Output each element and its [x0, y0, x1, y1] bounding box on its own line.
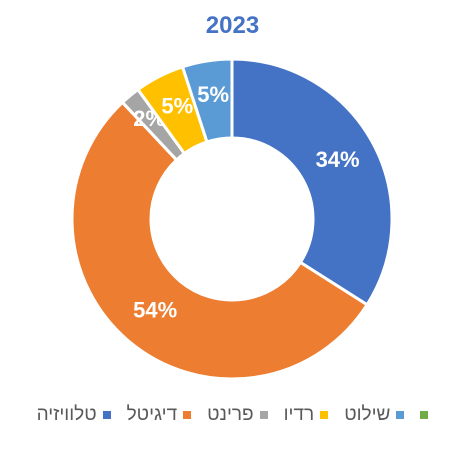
legend-swatch-3	[320, 411, 329, 419]
slice-label-4: 5%	[197, 82, 229, 107]
legend-label-1: דיגיטל	[126, 404, 178, 425]
slice-label-0: 34%	[316, 147, 360, 172]
legend-label-4: שילוט	[344, 404, 391, 425]
legend-item-2: פרינט	[207, 404, 268, 426]
donut-slice-0	[230, 57, 394, 307]
legend-item-4: שילוט	[344, 404, 405, 426]
legend-label-0: טלוויזיה	[36, 404, 97, 425]
legend-item-3: רדיו	[284, 404, 329, 426]
donut-slice-1	[70, 100, 370, 381]
legend-item-5	[420, 411, 429, 419]
legend-label-2: פרינט	[207, 404, 254, 425]
legend-swatch-5	[420, 411, 429, 419]
legend-swatch-1	[183, 411, 192, 419]
legend-label-3: רדיו	[283, 404, 315, 425]
legend-item-1: דיגיטל	[127, 404, 192, 426]
legend-swatch-4	[396, 411, 405, 419]
legend: טלוויזיה דיגיטל פרינט רדיו שילוט	[0, 400, 465, 430]
chart-title: 2023	[205, 12, 260, 39]
slice-label-1: 54%	[133, 298, 177, 323]
slice-label-3: 5%	[161, 93, 193, 118]
legend-swatch-0	[102, 411, 111, 419]
legend-swatch-2	[259, 411, 268, 419]
legend-item-0: טלוויזיה	[37, 404, 111, 426]
donut-slice-4	[180, 57, 234, 144]
